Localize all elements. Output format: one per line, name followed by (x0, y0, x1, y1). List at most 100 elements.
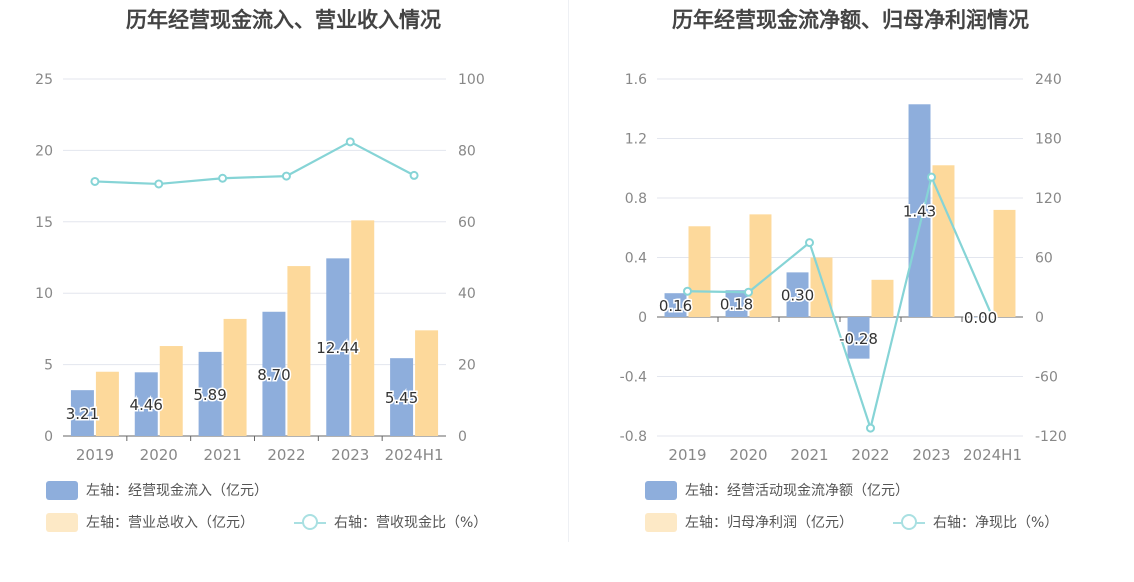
chart-panel-left: 历年经营现金流入、营业收入情况 0 5 10 15 20 25 0 20 40 60 80 100 20… (35, 8, 487, 532)
legend-line-icon (893, 513, 925, 532)
legend-label: 左轴：经营活动现金流净额（亿元） (685, 483, 909, 499)
y-tick-label-left: 0.4 (625, 251, 647, 267)
data-label: 8.70 (257, 366, 290, 384)
bar-series-2 (993, 209, 1016, 317)
bar-series-1 (198, 351, 222, 436)
y-tick-label-right: -60 (1035, 370, 1058, 386)
bar-series-1 (390, 358, 414, 436)
bar-series-2 (810, 257, 833, 317)
line-point (409, 170, 419, 180)
bar-series-2 (287, 266, 311, 436)
data-label: 0.30 (781, 287, 814, 305)
x-tick-label: 2019 (76, 446, 114, 464)
bar-series-2 (223, 318, 247, 436)
data-label: 0.18 (720, 296, 753, 314)
y-tick-label-right: 40 (458, 286, 476, 302)
data-label: 5.45 (385, 389, 418, 407)
y-tick-label-left: -0.4 (620, 370, 647, 386)
y-tick-label-left: 25 (35, 72, 53, 88)
data-label: 12.44 (316, 339, 359, 357)
bar-series-1 (847, 317, 870, 359)
legend-label: 右轴：营收现金比（%） (334, 515, 488, 531)
x-tick-label: 2021 (790, 446, 828, 464)
bar-series-1 (70, 390, 94, 436)
chart-plot: 0 5 10 15 20 25 0 20 40 60 80 100 2019 2020 2021 2022 20… (35, 72, 485, 464)
bar-series-2 (749, 214, 772, 317)
bar-series-2 (415, 330, 439, 436)
y-tick-label-right: 100 (458, 72, 485, 88)
bar-series-1 (786, 272, 809, 317)
legend-item-net-cash-ratio[interactable]: 右轴：净现比（%） (893, 512, 1058, 532)
legend-label: 左轴：营业总收入（亿元） (86, 515, 254, 531)
y-tick-label-right: -120 (1035, 429, 1067, 445)
x-tick-label: 2024H1 (963, 446, 1022, 464)
x-tick-label: 2021 (203, 446, 241, 464)
line-point (90, 176, 100, 186)
data-label: 0.16 (659, 297, 692, 315)
y-tick-label-left: 5 (44, 358, 53, 374)
line-point (866, 423, 875, 433)
chart-plot: -0.8 -0.4 0 0.4 0.8 1.2 1.6 -120 -60 0 60 120 180 240… (620, 72, 1067, 464)
x-tick-label: 2020 (729, 446, 767, 464)
legend-line-icon (294, 513, 326, 532)
legend-item-ratio[interactable]: 右轴：营收现金比（%） (294, 512, 487, 532)
bar-series-1 (326, 258, 350, 436)
x-tick-label: 2022 (851, 446, 889, 464)
bar-series-1 (664, 293, 687, 317)
data-label: 5.89 (193, 386, 226, 404)
bar-series-2 (688, 226, 711, 317)
bar-series-1 (908, 104, 931, 317)
legend-item-revenue[interactable]: 左轴：营业总收入（亿元） (46, 512, 254, 532)
line-point (154, 179, 164, 189)
legend-item-cash-inflow[interactable]: 左轴：经营现金流入（亿元） (46, 480, 268, 500)
line-point (218, 173, 228, 183)
legend-label: 右轴：净现比（%） (933, 515, 1059, 531)
y-tick-label-left: 20 (35, 143, 53, 159)
y-tick-label-right: 20 (458, 358, 476, 374)
bar-series-2 (351, 220, 375, 436)
line-series (94, 140, 415, 186)
y-tick-label-right: 60 (1035, 251, 1053, 267)
line-point (683, 286, 692, 296)
data-label: 4.46 (130, 396, 163, 414)
x-tick-label: 2022 (267, 446, 305, 464)
line-point (744, 287, 753, 297)
y-tick-label-left: 0.8 (625, 191, 647, 207)
y-tick-label-right: 0 (1035, 310, 1044, 326)
data-label: 1.43 (903, 203, 936, 221)
legend-item-net-cash-flow[interactable]: 左轴：经营活动现金流净额（亿元） (645, 480, 909, 500)
legend-swatch (645, 512, 677, 532)
chart-title: 历年经营现金流入、营业收入情况 (126, 8, 441, 32)
chart-title: 历年经营现金流净额、归母净利润情况 (672, 8, 1029, 32)
legend-item-net-profit[interactable]: 左轴：归母净利润（亿元） (645, 512, 853, 532)
y-tick-label-right: 180 (1035, 132, 1062, 148)
bar-series-1 (134, 372, 158, 436)
y-tick-label-left: 1.6 (625, 72, 647, 88)
line-series (687, 173, 994, 433)
legend-label: 左轴：经营现金流入（亿元） (86, 483, 268, 499)
data-label: 3.21 (66, 405, 99, 423)
legend-swatch (46, 480, 78, 500)
chart-panel-right: 历年经营现金流净额、归母净利润情况 -0.8 -0.4 0 0.4 0.8 1.2 1.6-… (567, 0, 1134, 582)
bar-series-2 (932, 165, 955, 317)
bar-series-1 (969, 317, 992, 318)
data-label: 0.00 (964, 309, 997, 327)
legend-label: 左轴：归母净利润（亿元） (685, 515, 853, 531)
data-label: -0.28 (839, 330, 878, 348)
line-point (927, 172, 936, 182)
panel-divider (568, 0, 569, 542)
y-tick-label-left: 10 (35, 286, 53, 302)
y-tick-label-left: 1.2 (625, 132, 647, 148)
x-tick-label: 2023 (331, 446, 369, 464)
bar-series-1 (262, 311, 286, 436)
x-tick-label: 2023 (912, 446, 950, 464)
y-tick-label-right: 0 (458, 429, 467, 445)
bar-series-2 (871, 279, 894, 317)
y-tick-label-right: 60 (458, 215, 476, 231)
x-tick-label: 2024H1 (385, 446, 444, 464)
y-tick-label-left: 15 (35, 215, 53, 231)
y-tick-label-right: 240 (1035, 72, 1062, 88)
line-point (805, 238, 814, 248)
x-tick-label: 2019 (668, 446, 706, 464)
x-tick-label: 2020 (140, 446, 178, 464)
